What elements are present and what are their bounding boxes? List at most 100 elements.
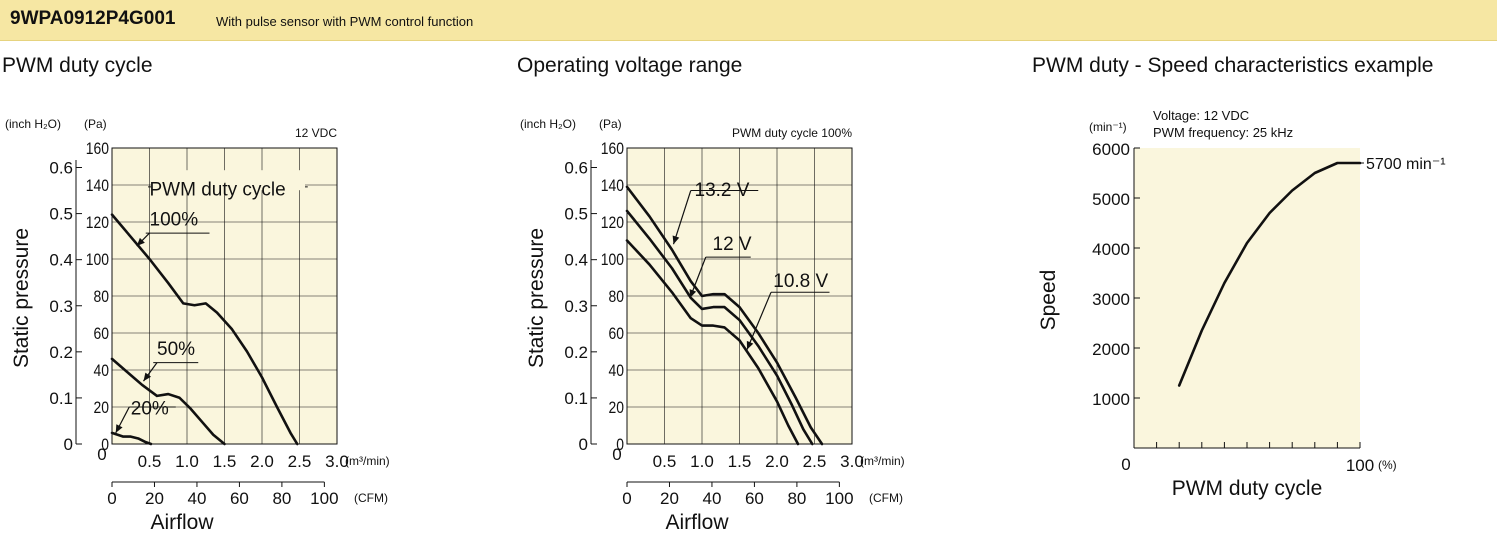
c1-series-line [110, 213, 299, 446]
c1-xtick-secondary: 0 [107, 489, 116, 508]
c1-ytick-inch: 0.5 [49, 205, 73, 224]
c2-xtick-primary: 2.0 [765, 452, 789, 471]
c3-xtick-label: 0 [1121, 455, 1130, 474]
c1-legend-label: PWM duty cycle [150, 179, 286, 200]
c1-ylabel: Static pressure [10, 228, 33, 368]
c2-ytick-pa: 60 [609, 325, 625, 344]
c1-label-arrow-head [143, 372, 152, 382]
model-number: 9WPA0912P4G001 [10, 8, 176, 29]
c3-xlabel: PWM duty cycle [1172, 477, 1323, 500]
c2-annotation: PWM duty cycle 100% [732, 126, 852, 140]
c3-xtick-label: 100 [1346, 456, 1374, 475]
c1-legend-bg [151, 170, 305, 191]
c2-xtick-primary: 1.0 [690, 452, 714, 471]
c1-yunit-inch: (inch H₂O) [5, 117, 61, 131]
c1-xtick-secondary: 20 [145, 489, 164, 508]
c1-ytick-pa: 0 [101, 436, 109, 455]
c2-series-line [625, 185, 824, 446]
c2-xtick-primary: 1.5 [728, 452, 752, 471]
c2-label-arrow-head [746, 340, 754, 350]
c1-ytick-inch: 0 [64, 435, 73, 454]
c2-xtick-secondary: 100 [825, 489, 853, 508]
c1-ytick-pa: 80 [94, 288, 110, 307]
c1-xunit-secondary: (CFM) [354, 491, 388, 505]
c2-series-line [625, 239, 800, 446]
c1-ytick-inch: 0.3 [49, 297, 73, 316]
c3-plot-area [1134, 148, 1360, 448]
model-description: With pulse sensor with PWM control funct… [216, 14, 474, 29]
c3-series-line [1177, 161, 1362, 387]
c3-xunit: (%) [1378, 458, 1397, 472]
c3-end-label: 5700 min⁻¹ [1366, 156, 1446, 173]
c2-ytick-pa: 160 [601, 140, 625, 159]
c1-annotation: 12 VDC [295, 126, 337, 140]
c1-ytick-inch: 0.6 [49, 159, 73, 178]
c2-ytick-pa: 0 [616, 436, 624, 455]
c2-xtick-primary: 2.5 [803, 452, 827, 471]
c3-ytick-label: 6000 [1092, 140, 1130, 159]
c2-ytick-pa: 20 [609, 399, 625, 418]
c2-ytick-pa: 120 [601, 214, 625, 233]
c3-ytick-label: 4000 [1092, 240, 1130, 259]
c2-ytick-inch: 0.4 [564, 251, 588, 270]
c2-ytick-inch: 0.1 [564, 389, 588, 408]
c1-ytick-inch: 0.1 [49, 389, 73, 408]
c1-ytick-pa: 60 [94, 325, 110, 344]
c1-ytick-pa: 100 [86, 251, 110, 270]
c2-ytick-pa: 40 [609, 362, 625, 381]
c2-label-arrow [746, 292, 772, 350]
c2-yunit-inch: (inch H₂O) [520, 117, 576, 131]
c3-annotation: Voltage: 12 VDC [1153, 108, 1249, 123]
c2-xunit-secondary: (CFM) [869, 491, 903, 505]
c3-ytick-label: 1000 [1092, 390, 1130, 409]
chart3-title: PWM duty - Speed characteristics example [1032, 54, 1434, 77]
c1-series-label: 100% [150, 210, 199, 231]
c1-label-arrow-head [115, 424, 123, 433]
c3-annotation: PWM frequency: 25 kHz [1153, 125, 1293, 140]
c2-xtick-primary: 0.5 [653, 452, 677, 471]
c2-ytick-inch: 0 [579, 435, 588, 454]
c2-ytick-inch: 0.5 [564, 205, 588, 224]
c1-xtick-primary: 0.5 [138, 452, 162, 471]
c1-xlabel: Airflow [150, 511, 214, 534]
c1-yunit-pa: (Pa) [84, 117, 107, 131]
c2-yunit-pa: (Pa) [599, 117, 622, 131]
c1-ytick-pa: 140 [86, 177, 110, 196]
c2-label-arrow [672, 190, 692, 245]
c3-ytick-label: 2000 [1092, 340, 1130, 359]
c3-ytick-label: 5000 [1092, 190, 1130, 209]
c2-xtick-primary: 0 [612, 445, 621, 464]
c2-xunit-primary: (m³/min) [860, 454, 905, 468]
c1-xtick-primary: 2.5 [288, 452, 312, 471]
c1-xtick-primary: 1.5 [213, 452, 237, 471]
c1-series-line [110, 431, 153, 446]
chart2-title: Operating voltage range [517, 54, 743, 77]
c2-xtick-secondary: 60 [745, 489, 764, 508]
c1-series-label: 20% [131, 398, 169, 419]
c2-xtick-secondary: 20 [660, 489, 679, 508]
header-band: 9WPA0912P4G001 With pulse sensor with PW… [0, 0, 1497, 41]
c1-label-arrow-head [136, 237, 145, 247]
c2-xtick-primary: 3.0 [840, 452, 864, 471]
c1-series-line [110, 357, 226, 446]
c1-ytick-pa: 20 [94, 399, 110, 418]
c3-ytick-label: 3000 [1092, 290, 1130, 309]
c1-ytick-inch: 0.4 [49, 251, 73, 270]
c2-ytick-pa: 140 [601, 177, 625, 196]
c1-xtick-primary: 0 [97, 445, 106, 464]
c3-ylabel: Speed [1037, 270, 1060, 331]
c1-xtick-secondary: 80 [272, 489, 291, 508]
c1-xtick-primary: 3.0 [325, 452, 349, 471]
chart1-title: PWM duty cycle [2, 54, 153, 77]
c1-ytick-pa: 160 [86, 140, 110, 159]
c2-series-label: 10.8 V [773, 271, 828, 292]
c2-series-line [625, 209, 814, 446]
c2-ytick-inch: 0.3 [564, 297, 588, 316]
c1-xtick-secondary: 40 [187, 489, 206, 508]
c1-xtick-primary: 2.0 [250, 452, 274, 471]
c2-series-label: 12 V [713, 234, 752, 255]
c2-label-arrow-head [672, 235, 680, 245]
c2-xtick-secondary: 80 [787, 489, 806, 508]
c3-yunit: (min⁻¹) [1089, 120, 1127, 134]
